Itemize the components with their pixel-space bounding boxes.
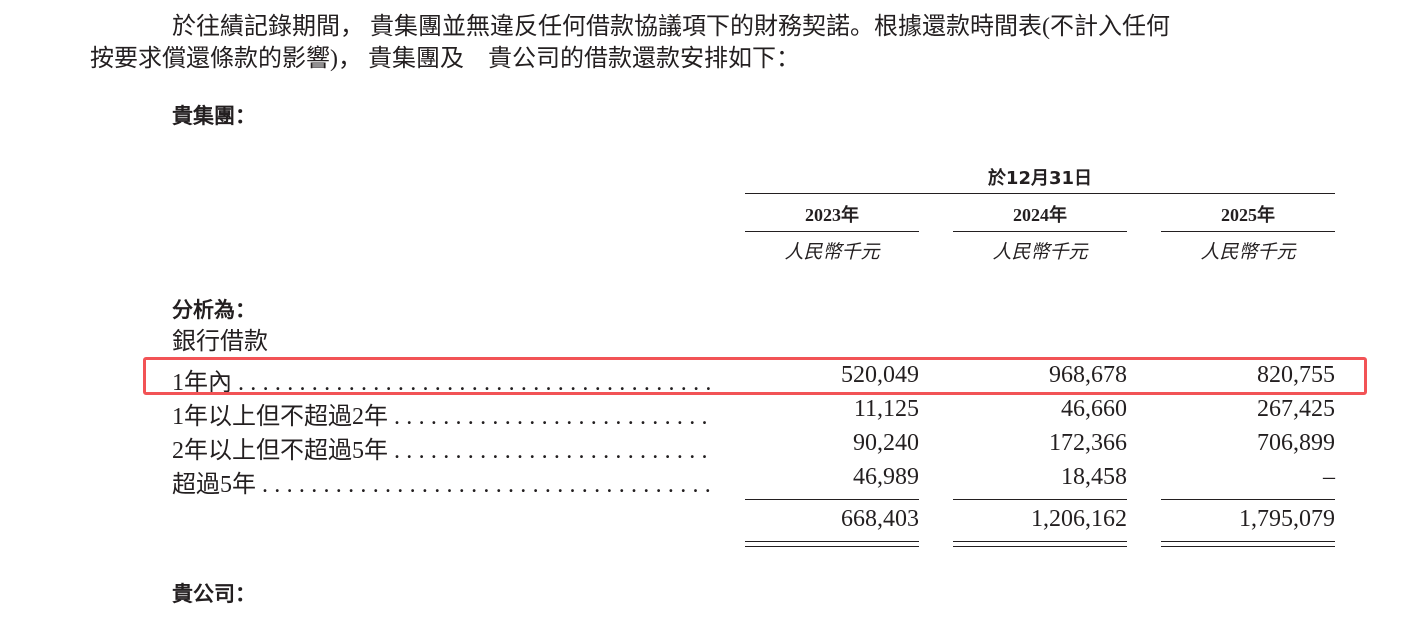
subsection-label: 銀行借款 — [172, 329, 268, 355]
table-cell: 46,660 — [1061, 396, 1127, 422]
subtotal-rule — [953, 499, 1127, 500]
year-rule — [1161, 231, 1335, 232]
double-rule-bottom — [745, 546, 919, 547]
table-cell: 820,755 — [1257, 362, 1335, 388]
table-cell: 706,899 — [1257, 430, 1335, 456]
year-rule — [745, 231, 919, 232]
double-rule-top — [1161, 541, 1335, 542]
total-value: 1,795,079 — [1239, 506, 1335, 532]
highlight-box — [143, 357, 1367, 395]
double-rule-bottom — [1161, 546, 1335, 547]
year-rule — [953, 231, 1127, 232]
total-value: 668,403 — [841, 506, 919, 532]
table-cell: 267,425 — [1257, 396, 1335, 422]
table-row-label: 1年以上但不超過2年 .............................… — [172, 404, 712, 430]
intro-line-2: 按要求償還條款的影響)， 貴集團及 貴公司的借款還款安排如下： — [90, 46, 800, 72]
double-rule-top — [745, 541, 919, 542]
subtotal-rule — [745, 499, 919, 500]
company-heading: 貴公司： — [172, 582, 256, 606]
unit-label: 人民幣千元 — [1200, 242, 1296, 263]
double-rule-top — [953, 541, 1127, 542]
subtotal-rule — [1161, 499, 1335, 500]
year-header: 2023年 — [805, 205, 859, 225]
table-cell: 172,366 — [1049, 430, 1127, 456]
header-rule — [745, 193, 1335, 194]
intro-line-1: 於往績記錄期間， 貴集團並無違反任何借款協議項下的財務契諾。根據還款時間表(不計… — [172, 14, 1170, 40]
table-cell: 46,989 — [853, 464, 919, 490]
date-header: 於12月31日 — [987, 168, 1093, 189]
double-rule-bottom — [953, 546, 1127, 547]
section-label: 分析為： — [172, 298, 256, 322]
table-cell: 11,125 — [853, 396, 919, 422]
year-header: 2024年 — [1013, 205, 1067, 225]
table-row-label: 2年以上但不超過5年 .............................… — [172, 438, 712, 464]
table-cell: 520,049 — [841, 362, 919, 388]
table-cell: 90,240 — [853, 430, 919, 456]
table-cell: 18,458 — [1061, 464, 1127, 490]
total-value: 1,206,162 — [1031, 506, 1127, 532]
table-cell: – — [1323, 464, 1335, 490]
year-header: 2025年 — [1221, 205, 1275, 225]
table-row-label: 1年內 ....................................… — [172, 370, 712, 396]
table-row-label: 超過5年 ...................................… — [172, 472, 712, 498]
group-heading: 貴集團： — [172, 104, 256, 128]
unit-label: 人民幣千元 — [992, 242, 1088, 263]
table-cell: 968,678 — [1049, 362, 1127, 388]
unit-label: 人民幣千元 — [784, 242, 880, 263]
